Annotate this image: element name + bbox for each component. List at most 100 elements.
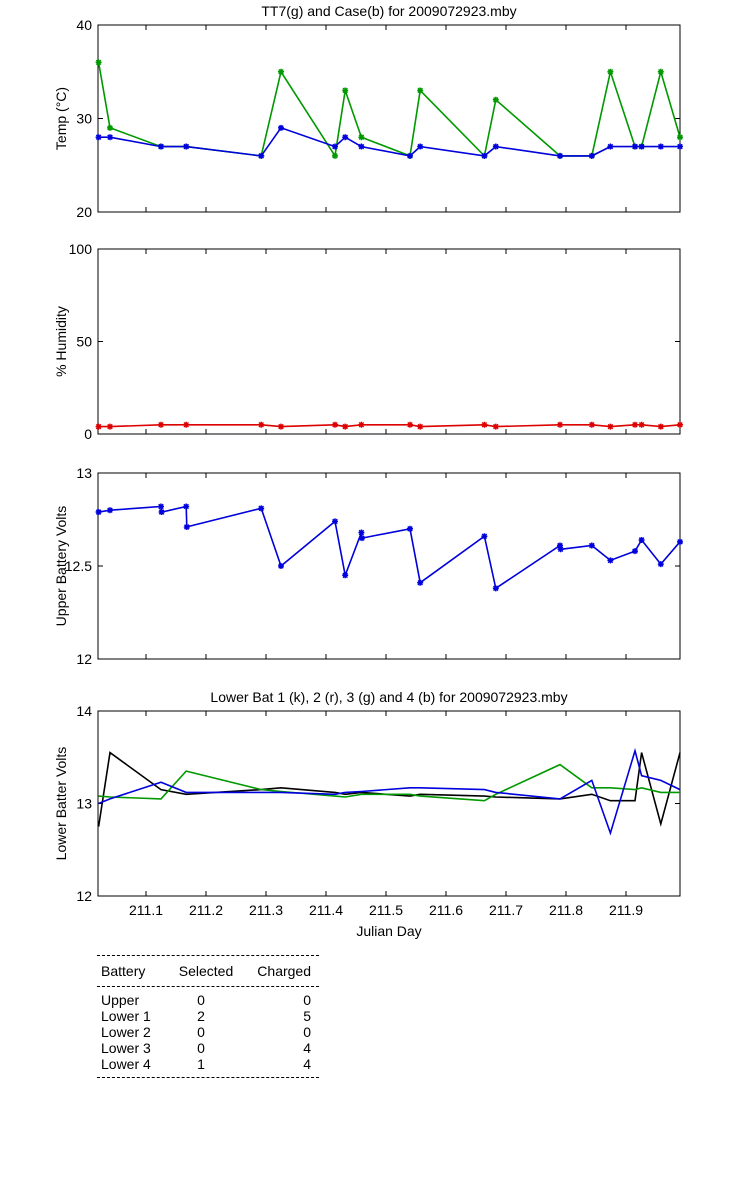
data-point	[492, 423, 499, 430]
y-tick-label: 30	[76, 111, 92, 127]
data-point	[95, 509, 102, 516]
table-rule-bottom	[97, 1077, 319, 1078]
data-point	[158, 421, 164, 428]
data-point	[588, 542, 595, 549]
data-point	[332, 152, 338, 159]
battery-table: Battery Selected Charged Upper 0 0 Lower…	[97, 955, 319, 1078]
data-point	[481, 152, 488, 159]
data-point	[657, 143, 664, 150]
table-row: Lower 2 0 0	[97, 1024, 319, 1040]
data-point	[481, 421, 488, 428]
x-tick-label: 211.9	[609, 902, 643, 918]
data-point	[677, 134, 683, 141]
data-point	[638, 143, 645, 150]
data-point	[607, 423, 614, 430]
data-point	[95, 134, 102, 141]
data-point	[332, 143, 338, 150]
data-point	[107, 124, 113, 131]
data-point	[407, 525, 413, 532]
x-tick-label: 211.2	[189, 902, 223, 918]
data-point	[607, 557, 614, 564]
data-point	[107, 134, 113, 141]
y-axis-label: Lower Batter Volts	[53, 747, 69, 861]
data-point	[632, 421, 638, 428]
data-point	[638, 536, 645, 543]
cell-selected: 1	[197, 1056, 205, 1072]
data-point	[407, 421, 413, 428]
cell-selected: 2	[197, 1008, 205, 1024]
data-point	[492, 585, 499, 592]
data-point	[557, 542, 563, 549]
data-point	[588, 152, 595, 159]
data-point	[677, 421, 683, 428]
table-rule-top	[97, 955, 319, 956]
data-point	[258, 505, 265, 512]
data-point	[183, 143, 190, 150]
data-point	[158, 509, 165, 516]
cell-battery: Lower 1	[101, 1008, 151, 1024]
data-point	[332, 518, 338, 525]
data-point	[481, 533, 488, 540]
table-row: Lower 3 0 4	[97, 1040, 319, 1056]
data-point	[358, 421, 365, 428]
x-tick-label: 211.7	[489, 902, 523, 918]
data-point	[278, 68, 284, 75]
y-tick-label: 100	[69, 241, 93, 257]
data-point	[358, 529, 365, 536]
cell-selected: 0	[197, 1024, 205, 1040]
series-line	[97, 62, 681, 159]
cell-charged: 0	[303, 1024, 311, 1040]
data-point	[417, 143, 424, 150]
y-axis-label: % Humidity	[53, 306, 69, 377]
data-point	[183, 503, 190, 510]
data-point	[632, 143, 638, 150]
x-tick-label: 211.3	[249, 902, 283, 918]
data-point	[657, 423, 664, 430]
header-selected: Selected	[178, 963, 234, 979]
data-point	[332, 421, 338, 428]
y-tick-label: 12	[76, 651, 92, 667]
data-point	[657, 68, 664, 75]
y-tick-label: 13	[76, 465, 92, 481]
x-axis-label: Julian Day	[356, 923, 421, 939]
data-point	[677, 143, 683, 150]
data-point	[607, 68, 614, 75]
cell-charged: 5	[303, 1008, 311, 1024]
data-point	[407, 152, 413, 159]
data-point	[638, 421, 645, 428]
cell-charged: 4	[303, 1056, 311, 1072]
data-point	[278, 563, 284, 569]
table-body: Upper 0 0 Lower 1 2 5 Lower 2 0 0 Lower …	[97, 987, 319, 1077]
y-tick-label: 50	[76, 334, 92, 350]
table-row: Upper 0 0	[97, 992, 319, 1008]
data-point	[557, 152, 563, 159]
x-tick-label: 211.1	[129, 902, 163, 918]
data-point	[95, 59, 102, 66]
y-tick-label: 13	[76, 796, 92, 812]
x-tick-label: 211.5	[369, 902, 403, 918]
cell-battery: Upper	[101, 992, 140, 1008]
chart-title: Lower Bat 1 (k), 2 (r), 3 (g) and 4 (b) …	[210, 689, 567, 705]
y-tick-label: 40	[76, 17, 92, 33]
data-point	[278, 423, 284, 430]
x-tick-label: 211.6	[429, 902, 463, 918]
data-point	[492, 96, 499, 103]
data-point	[557, 546, 564, 553]
data-point	[632, 548, 638, 555]
data-point	[358, 143, 365, 150]
plot-frame	[97, 472, 681, 660]
data-point	[95, 423, 102, 430]
data-point	[107, 423, 113, 430]
y-axis-label: Upper Battery Volts	[53, 506, 69, 627]
series-line	[98, 126, 680, 157]
data-point	[342, 423, 349, 430]
data-point	[158, 503, 164, 510]
header-battery: Battery	[101, 963, 146, 979]
data-point	[107, 507, 113, 514]
chart-title: TT7(g) and Case(b) for 2009072923.mby	[261, 3, 516, 19]
cell-battery: Lower 4	[101, 1056, 151, 1072]
y-tick-label: 12	[76, 888, 92, 904]
table-rule-mid	[97, 986, 319, 987]
data-point	[417, 423, 424, 430]
